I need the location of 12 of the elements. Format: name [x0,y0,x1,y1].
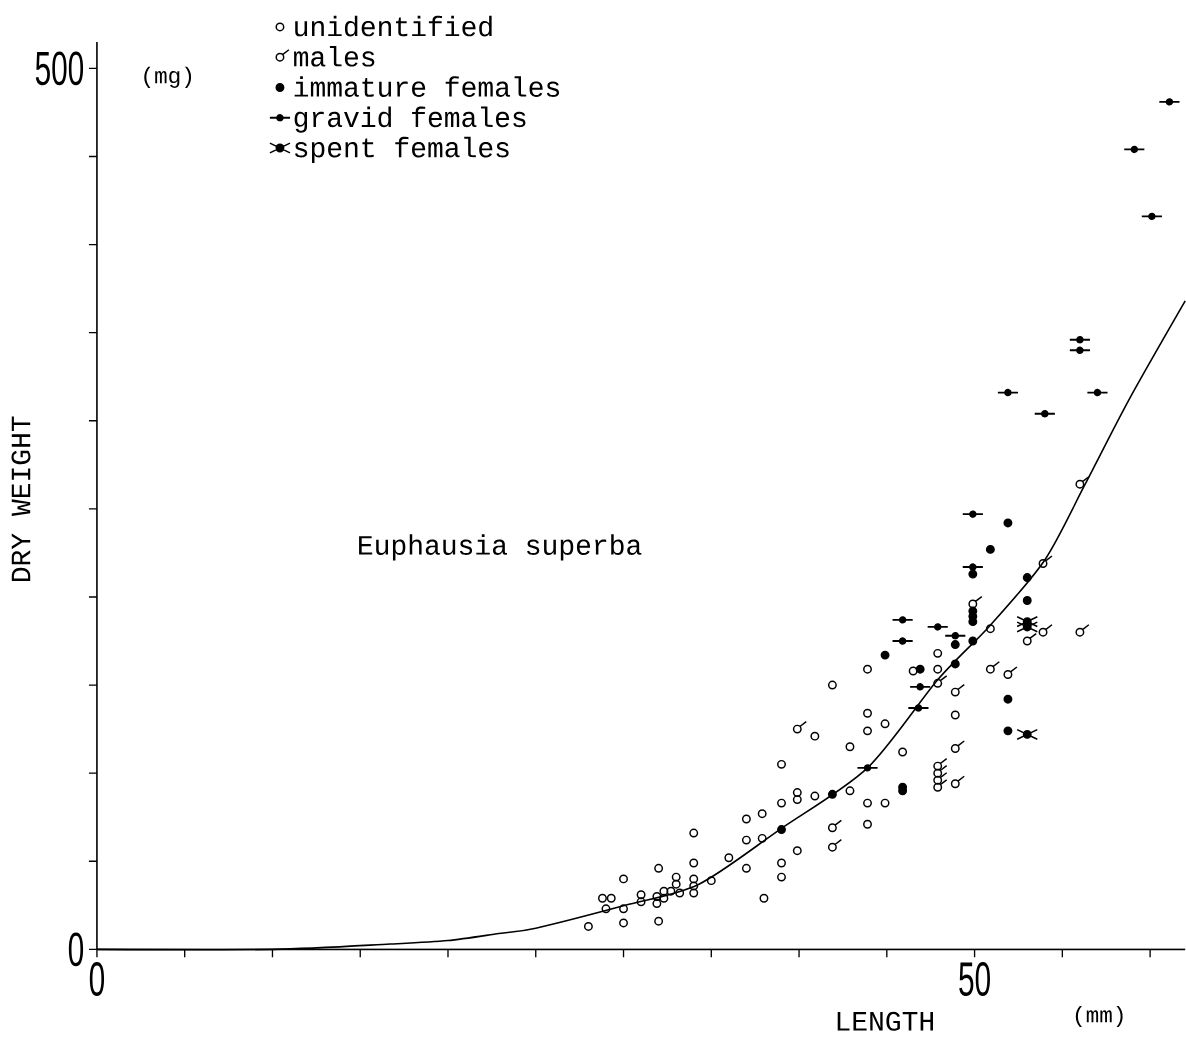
annotation: Euphausia superba [359,534,642,561]
legend-label: unidentified [295,15,492,37]
x-axis-title: LENGTH [837,1011,933,1031]
text: (mm) [1075,1005,1123,1027]
y-tick-label: 500 [35,51,84,86]
y-axis-title: DRY WEIGHT [11,416,31,581]
legend-label: males [294,45,375,67]
legend-label: immature females [294,76,560,97]
annotation: (mg) [144,66,192,88]
legend-label: spent females [294,136,509,163]
legend-label: gravid females [294,106,526,133]
x-tick-label: 50 [959,961,990,996]
